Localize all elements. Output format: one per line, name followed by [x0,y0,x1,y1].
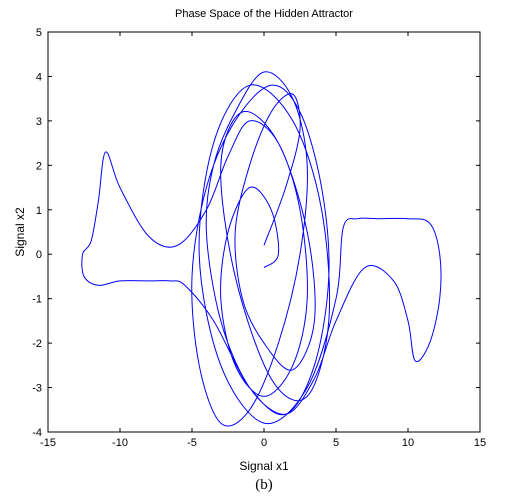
x-tick-label: -15 [40,437,56,449]
y-tick-label: -4 [32,427,42,439]
y-tick-label: 1 [36,205,42,217]
y-axis-ticks: -4 -3 -2 -1 0 1 2 3 4 5 [32,27,480,439]
y-tick-label: -1 [32,294,42,306]
trajectory-line-0 [81,71,442,427]
chart-title: Phase Space of the Hidden Attractor [175,8,353,20]
x-axis-label: Signal x1 [239,459,289,473]
x-tick-label: -10 [112,437,128,449]
x-tick-label: -5 [187,437,197,449]
figure-caption: (b) [255,477,273,493]
y-axis-label: Signal x2 [13,207,27,257]
y-tick-label: 3 [36,116,42,128]
plot-frame [47,31,481,433]
y-tick-label: 2 [36,160,42,172]
y-tick-label: -3 [32,383,42,395]
x-axis-ticks: -15 -10 -5 0 5 10 15 [40,32,486,449]
x-tick-label: 5 [333,437,339,449]
y-tick-label: 0 [36,249,42,261]
y-tick-label: -2 [32,338,42,350]
y-tick-label: 4 [36,71,42,83]
y-tick-label: 5 [36,27,42,39]
x-tick-label: 10 [402,437,414,449]
plot-area [47,31,481,433]
x-tick-label: 0 [261,437,267,449]
x-tick-label: 15 [474,437,486,449]
attractor-trajectory [81,71,442,427]
